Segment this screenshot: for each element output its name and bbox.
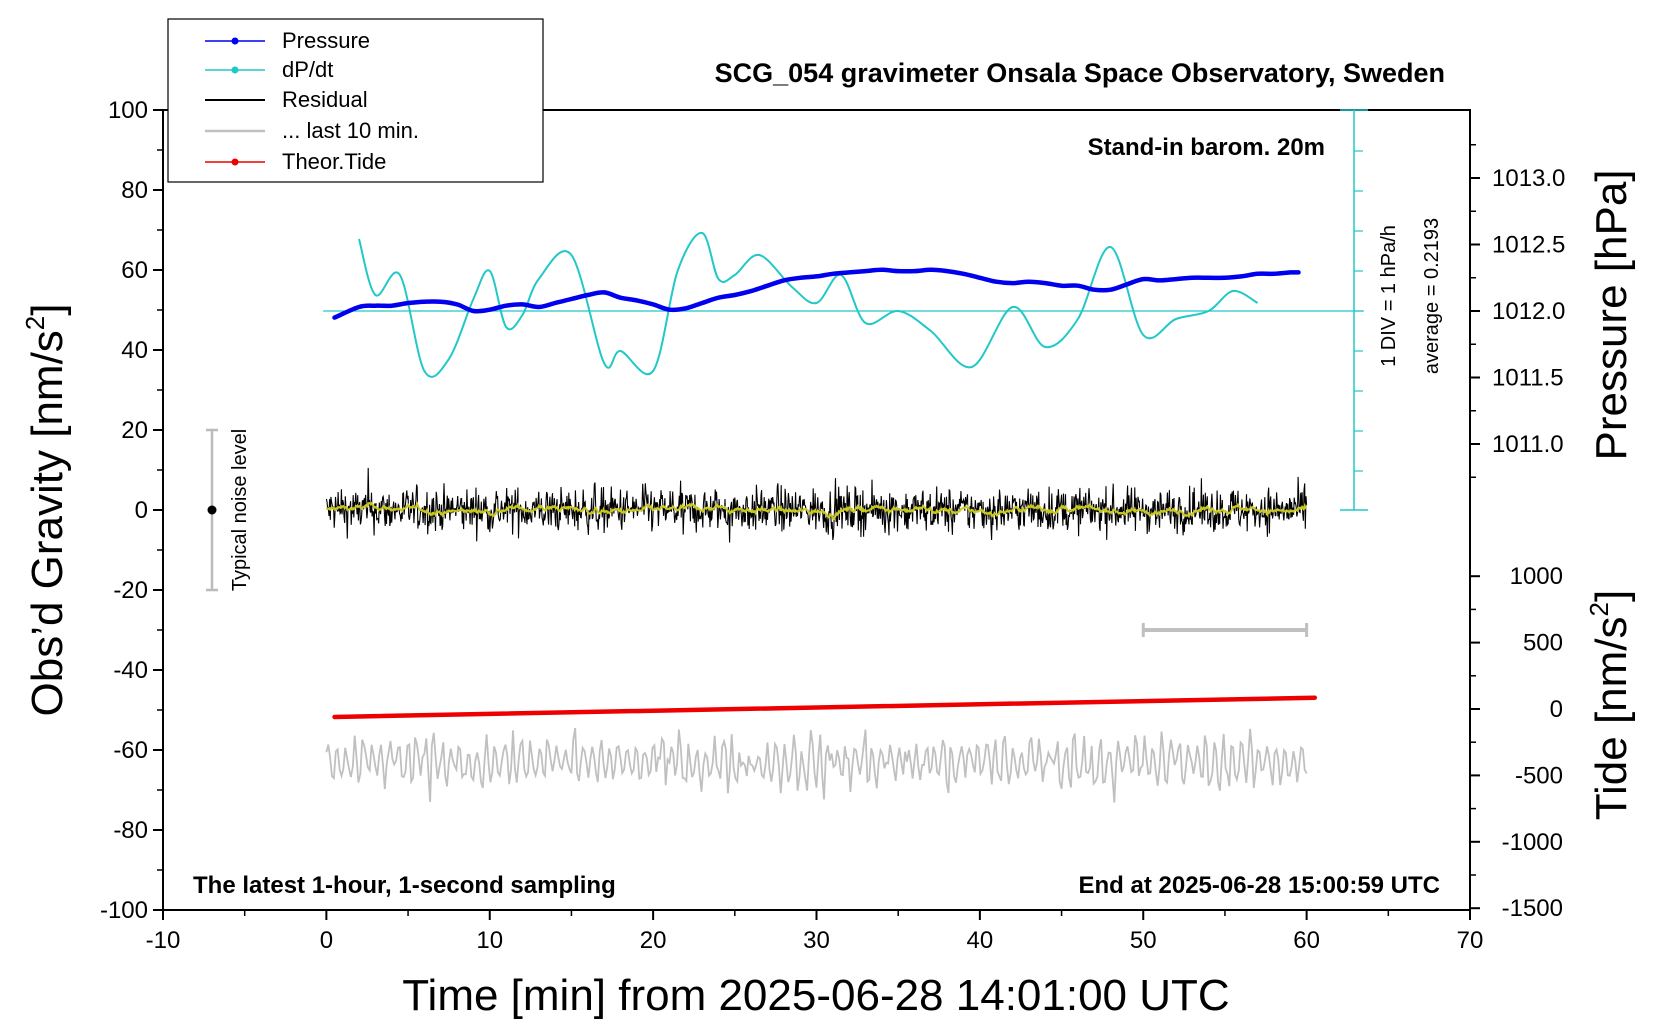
pressure-tick-label: 1011.0 bbox=[1492, 431, 1564, 458]
pressure-line bbox=[332, 267, 1301, 320]
noise-center-dot bbox=[207, 505, 217, 515]
legend-item-tide: Theor.Tide bbox=[205, 149, 386, 174]
x-tick-label: -10 bbox=[146, 927, 181, 954]
dpdt-series bbox=[358, 232, 1259, 378]
y-tick-label: 80 bbox=[121, 177, 148, 204]
y-tick-label: 40 bbox=[121, 337, 148, 364]
tide-line bbox=[332, 695, 1318, 720]
y-axis-gravity: 100 80 60 40 20 0 -20 -40 -60 -80 -100 bbox=[100, 97, 163, 924]
x-tick-label: 10 bbox=[476, 927, 503, 954]
y-tick-label: -60 bbox=[113, 737, 148, 764]
tide-tick-label: 500 bbox=[1523, 630, 1563, 657]
tide-tick-label: 0 bbox=[1550, 696, 1563, 723]
y-tick-label: -40 bbox=[113, 657, 148, 684]
legend-marker-pressure bbox=[231, 37, 239, 45]
y-tick-label: 60 bbox=[121, 257, 148, 284]
barometer-annotation: Stand-in barom. 20m bbox=[1088, 134, 1325, 161]
tide-tick-label: -1500 bbox=[1502, 895, 1563, 922]
tide-tick-label: -1000 bbox=[1502, 829, 1563, 856]
dpdt-scale-axis bbox=[323, 109, 1368, 511]
y-tick-label: 0 bbox=[135, 497, 148, 524]
legend-item-last10: ... last 10 min. bbox=[205, 118, 419, 143]
bottom-left-annotation: The latest 1-hour, 1-second sampling bbox=[193, 872, 616, 899]
y-axis-label: Obs’d Gravity [nm/s2] bbox=[20, 303, 72, 716]
x-tick-label: 0 bbox=[320, 927, 333, 954]
pressure-tick-label: 1013.0 bbox=[1492, 165, 1565, 192]
tide-tick-label: -500 bbox=[1515, 762, 1563, 789]
residual-line bbox=[325, 467, 1308, 543]
x-tick-label: 20 bbox=[640, 927, 667, 954]
tide-axis-label: Tide [nm/s2] bbox=[1584, 590, 1636, 820]
pressure-axis-label: Pressure [hPa] bbox=[1587, 169, 1636, 460]
x-tick-label: 50 bbox=[1130, 927, 1157, 954]
last10-series bbox=[325, 727, 1308, 803]
noise-annotation: Typical noise level bbox=[229, 429, 251, 591]
legend-label-tide: Theor.Tide bbox=[282, 149, 386, 174]
y-axis-tide: 1000 500 0 -500 -1000 -1500 bbox=[1470, 563, 1563, 922]
average-annotation: average = 0.2193 bbox=[1421, 218, 1443, 374]
tide-series bbox=[332, 695, 1318, 720]
residual-series bbox=[325, 467, 1308, 543]
legend-item-dpdt: dP/dt bbox=[205, 57, 333, 82]
legend-label-residual: Residual bbox=[282, 87, 368, 112]
last10-window-bar bbox=[1141, 623, 1309, 637]
legend: Pressure dP/dt Residual ... last 10 min.… bbox=[167, 18, 544, 183]
div-scale-annotation: 1 DIV = 1 hPa/h bbox=[1378, 225, 1400, 367]
pressure-series bbox=[332, 267, 1301, 320]
legend-label-last10: ... last 10 min. bbox=[282, 118, 419, 143]
dpdt-line bbox=[358, 232, 1259, 378]
x-axis: -10 0 10 20 30 40 50 60 70 bbox=[146, 910, 1484, 954]
x-tick-label: 40 bbox=[967, 927, 994, 954]
x-tick-label: 30 bbox=[803, 927, 830, 954]
legend-marker-tide bbox=[231, 158, 239, 166]
residual-smoothed-line bbox=[325, 501, 1307, 521]
legend-item-residual: Residual bbox=[205, 87, 368, 112]
last10-line bbox=[325, 727, 1308, 803]
y-tick-label: 100 bbox=[108, 97, 148, 124]
x-tick-label: 70 bbox=[1457, 927, 1484, 954]
legend-item-pressure: Pressure bbox=[205, 28, 370, 53]
x-axis-label: Time [min] from 2025-06-28 14:01:00 UTC bbox=[402, 971, 1229, 1020]
y-tick-label: 20 bbox=[121, 417, 148, 444]
legend-marker-dpdt bbox=[231, 66, 239, 74]
pressure-tick-label: 1011.5 bbox=[1492, 365, 1564, 392]
y-tick-label: -100 bbox=[100, 897, 148, 924]
legend-label-dpdt: dP/dt bbox=[282, 57, 333, 82]
y-axis-pressure: 1013.0 1012.5 1012.0 1011.5 1011.0 bbox=[1470, 144, 1565, 478]
tide-tick-label: 1000 bbox=[1510, 563, 1563, 590]
bottom-right-annotation: End at 2025-06-28 15:00:59 UTC bbox=[1079, 872, 1441, 899]
x-tick-label: 60 bbox=[1293, 927, 1320, 954]
pressure-tick-label: 1012.0 bbox=[1492, 298, 1565, 325]
pressure-tick-label: 1012.5 bbox=[1492, 232, 1565, 259]
chart-title: SCG_054 gravimeter Onsala Space Observat… bbox=[715, 58, 1445, 88]
y-tick-label: -80 bbox=[113, 817, 148, 844]
y-tick-label: -20 bbox=[113, 577, 148, 604]
legend-label-pressure: Pressure bbox=[282, 28, 370, 53]
noise-level-bar bbox=[206, 428, 219, 592]
